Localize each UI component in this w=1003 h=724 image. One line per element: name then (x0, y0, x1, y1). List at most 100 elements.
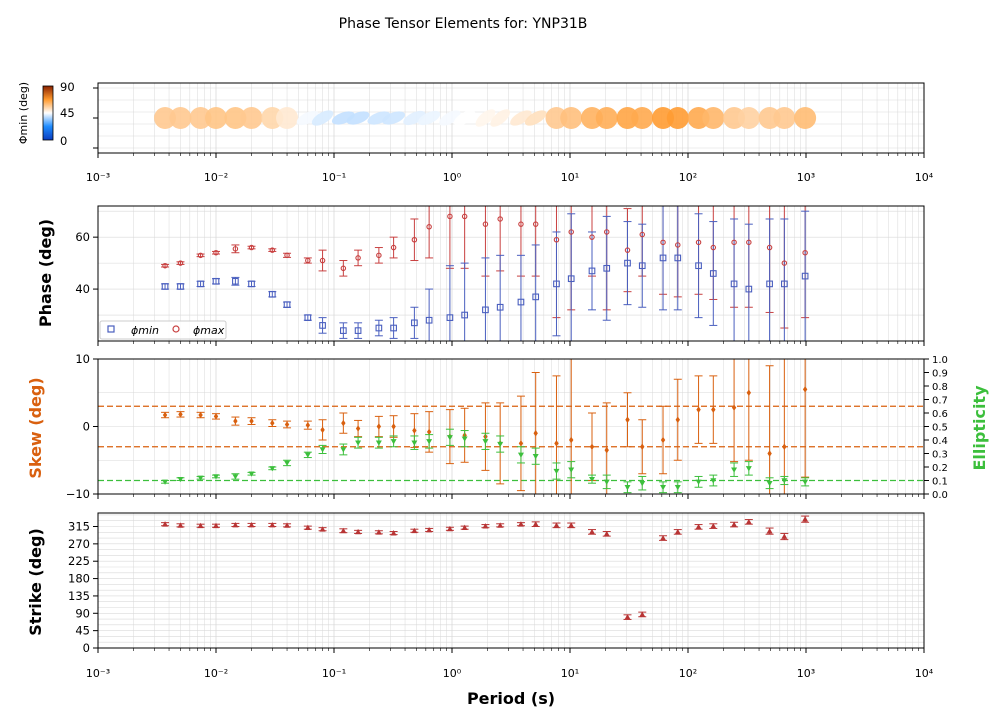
strike-point (411, 527, 418, 534)
strike-point (766, 528, 773, 534)
left-y-tick-label: 270 (68, 537, 90, 551)
phi-min-point (695, 262, 702, 270)
phi-min-point (517, 298, 525, 306)
ellipticity-point (284, 460, 291, 466)
phase-tensor-ellipse (794, 107, 817, 129)
x-tick-label: 10⁴ (915, 667, 934, 680)
ellipticity-point (568, 467, 575, 473)
x-axis-label: Period (s) (467, 689, 555, 708)
phase-legend: ϕmin ϕmax (99, 320, 227, 340)
phi-max-point (710, 244, 717, 251)
left-y-tick-label: 135 (68, 589, 90, 603)
ellipticity-point (553, 468, 560, 475)
phase-tensor-ellipse (189, 107, 212, 129)
phi-min-point (553, 280, 560, 288)
strike-point (660, 535, 667, 541)
skew-point (320, 426, 325, 434)
ellipticity-point (517, 452, 524, 458)
ellipticity-point (340, 447, 347, 453)
phase-tensor-ellipse (510, 110, 532, 126)
legend-phi-min-label: ϕmin (131, 324, 159, 337)
phi-min-point (354, 327, 362, 334)
colorbar-gradient (42, 85, 54, 141)
phase-tensor-ellipse (773, 107, 796, 129)
phi-max-point (447, 213, 453, 220)
skew-point (533, 430, 538, 437)
legend-phi-max-label: ϕmax (193, 324, 225, 337)
skew-point (675, 416, 680, 423)
ellipticity-point (162, 479, 169, 485)
strike-panel: 0 45 90 135 180 225 270 315 10⁻³ 10⁻² 10⁻¹ 10⁰ 10¹ 1… (26, 512, 934, 708)
phase-tensor-ellipse (524, 110, 547, 126)
ellipticity-point (248, 471, 255, 477)
skew-point (802, 386, 808, 393)
skew-point (341, 419, 346, 427)
strike-point (674, 528, 681, 535)
phi-max-point (518, 221, 524, 227)
phi-min-point (780, 280, 788, 288)
right-y-tick-label: 0.6 (932, 409, 948, 420)
phi-min-point (319, 322, 326, 329)
skew-point (731, 404, 737, 411)
phi-max-point (482, 221, 489, 227)
phase-tensor-ellipse (346, 111, 370, 125)
ellipticity-point (588, 476, 595, 483)
phi-min-point (339, 327, 347, 334)
ellipticity-point (446, 435, 453, 441)
phi-min-point (375, 324, 383, 332)
phi-min-point (730, 280, 738, 288)
strike-point (745, 518, 752, 525)
phi-max-point (461, 213, 468, 220)
ellipticity-point (731, 467, 738, 473)
colorbar: 90 45 0 Φmin (deg) (17, 80, 75, 148)
x-tick-label: 10⁻¹ (322, 171, 346, 184)
phi-min-point (197, 280, 204, 288)
legend-box (99, 320, 227, 340)
strike-point (731, 521, 738, 527)
ellipticity-point (461, 436, 468, 442)
phi-max-point (568, 229, 574, 235)
phi-max-point (639, 231, 646, 238)
x-tick-label: 10⁻² (204, 171, 228, 184)
phi-max-point (162, 262, 168, 269)
phi-max-point (213, 249, 219, 256)
phi-min-point (567, 275, 575, 283)
phase-tensor-ellipse (560, 107, 583, 129)
right-y-tick-label: 0.8 (932, 382, 948, 393)
strike-point (482, 523, 489, 529)
skew-point (426, 428, 432, 436)
strike-point (568, 522, 575, 528)
x-tick-label: 10² (679, 171, 697, 184)
skew-point (746, 389, 752, 396)
ellipticity-ylabel: Ellipticity (970, 385, 989, 471)
left-y-tick-label: 10 (75, 352, 90, 366)
left-y-tick-label: 315 (68, 520, 90, 534)
skew-point (162, 411, 168, 419)
right-y-tick-label: 0.3 (932, 450, 948, 461)
phi-max-point (675, 242, 681, 248)
phi-min-point (177, 283, 184, 290)
colorbar-tick-90: 90 (60, 80, 75, 94)
skew-point (625, 416, 630, 423)
strike-point (588, 528, 595, 535)
ellipticity-point (213, 474, 219, 480)
phi-max-point (781, 260, 788, 266)
phi-min-point (801, 272, 809, 280)
right-y-tick-label: 0.7 (932, 396, 948, 407)
x-tick-label: 10⁻³ (86, 171, 110, 184)
phi-max-point (411, 237, 418, 243)
strike-point (177, 522, 184, 528)
phi-max-point (589, 234, 595, 240)
phi-min-point (446, 314, 454, 321)
strike-point (213, 522, 219, 529)
phi-min-point (638, 262, 646, 270)
x-tick-label: 10³ (797, 171, 815, 184)
ellipticity-point (269, 466, 276, 472)
phi-max-point (340, 265, 347, 272)
ellipticity-point (766, 481, 773, 487)
phase-tensor-ellipse (296, 110, 319, 126)
skew-ylabel: Skew (deg) (26, 377, 45, 478)
phase-tensor-ellipse (154, 107, 177, 129)
phi-min-point (461, 311, 469, 319)
